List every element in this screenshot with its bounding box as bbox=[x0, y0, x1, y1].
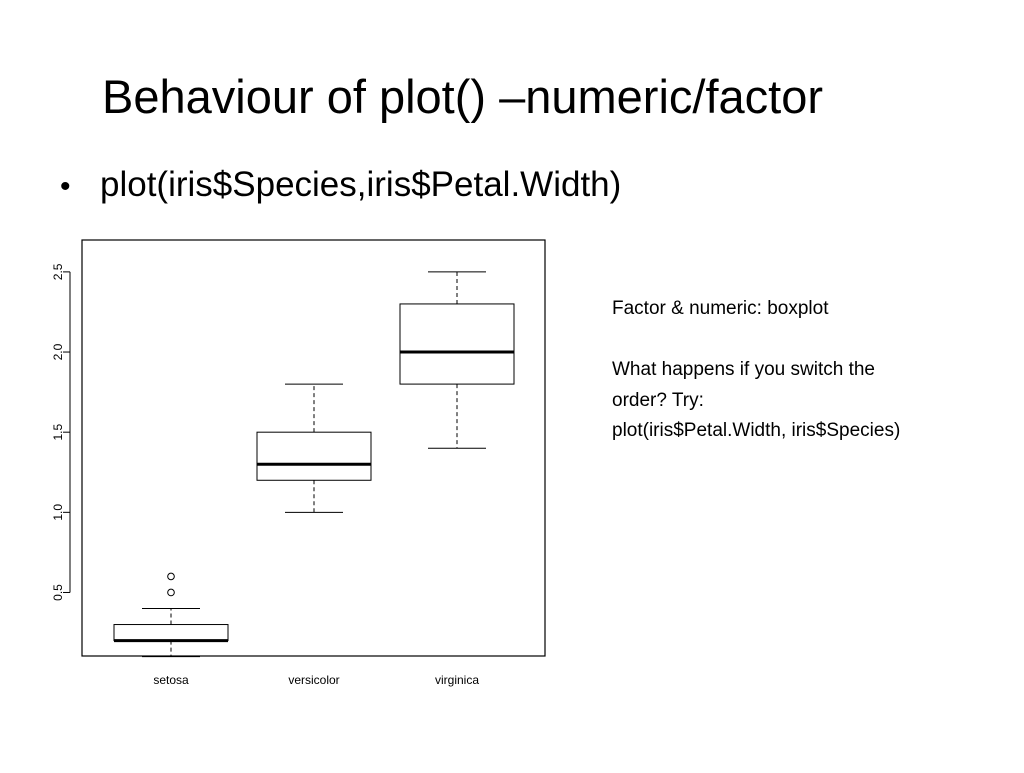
y-tick-label: 0.5 bbox=[51, 584, 65, 601]
note-line-1: Factor & numeric: boxplot bbox=[612, 298, 829, 319]
bullet-text: plot(iris$Species,iris$Petal.Width) bbox=[100, 165, 622, 204]
note-line-4: plot(iris$Petal.Width, iris$Species) bbox=[612, 420, 901, 441]
note-spacer bbox=[612, 325, 900, 356]
bullet-item: • plot(iris$Species,iris$Petal.Width) bbox=[60, 160, 621, 212]
note-line-3: order? Try: bbox=[612, 389, 704, 411]
y-tick-label: 2.5 bbox=[51, 263, 65, 280]
x-tick-label: setosa bbox=[153, 673, 189, 687]
side-note: Factor & numeric: boxplot What happens i… bbox=[612, 294, 900, 447]
box bbox=[256, 431, 372, 481]
x-tick-label: versicolor bbox=[288, 673, 339, 687]
outlier-point bbox=[167, 588, 175, 597]
outlier-point bbox=[167, 572, 175, 581]
y-tick-label: 1.5 bbox=[51, 424, 65, 441]
x-tick-label: virginica bbox=[435, 673, 479, 687]
y-tick-label: 2.0 bbox=[51, 343, 65, 360]
box bbox=[113, 624, 229, 642]
bullet-dot: • bbox=[60, 170, 71, 203]
plot-frame bbox=[81, 239, 546, 657]
box bbox=[399, 303, 515, 385]
y-tick-label: 1.0 bbox=[51, 504, 65, 521]
slide-title: Behaviour of plot() –numeric/factor bbox=[102, 70, 823, 123]
note-line-2: What happens if you switch the bbox=[612, 359, 875, 380]
